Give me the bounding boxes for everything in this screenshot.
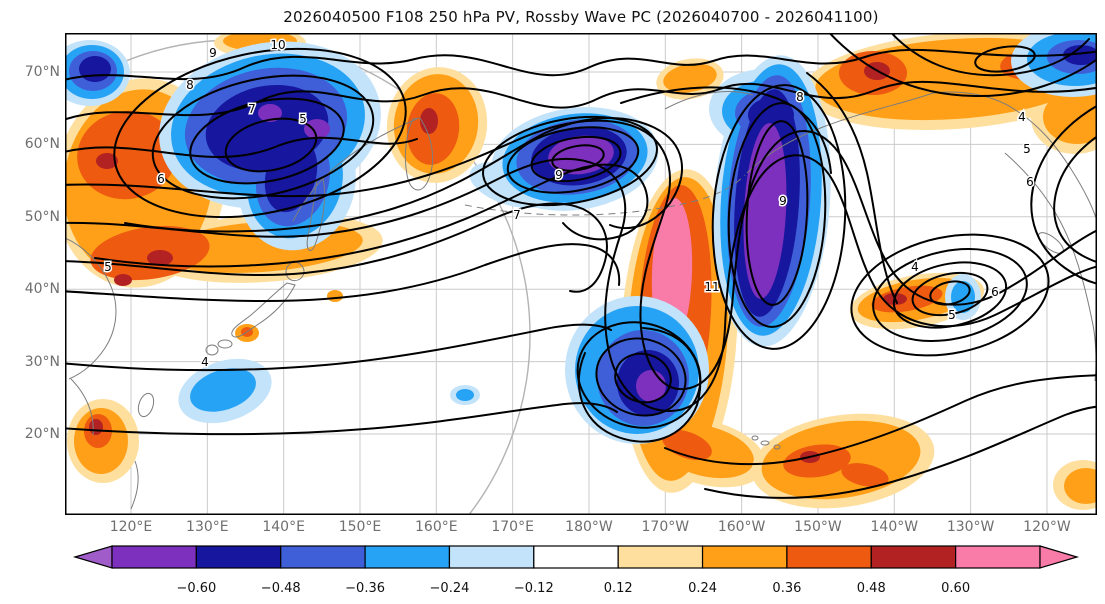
map-plot-area: 10 9 8 7 5 6 5 4 9 7 8 9 11 4 5 6 4 5 6 70°N 60°N 50°N 40°N 30… [25, 33, 1097, 515]
contour-label: 4 [1018, 110, 1026, 124]
x-tick-label: 160°E [415, 519, 458, 535]
contour-lines [65, 33, 1097, 500]
plot-frame [65, 33, 1097, 515]
colorbar-tick-label: 0.36 [772, 581, 801, 596]
colorbar-cap [72, 545, 113, 569]
colorbar-segment [701, 545, 788, 569]
colorbar-segment [786, 545, 872, 569]
map-canvas: 10 9 8 7 5 6 5 4 9 7 8 9 11 4 5 6 4 5 6 [65, 33, 1097, 515]
contour-label: 4 [911, 260, 919, 274]
y-tick-label: 50°N [24, 208, 60, 225]
x-tick-label: 180°W [565, 519, 613, 535]
colorbar: −0.60 −0.48 −0.36 −0.24 −0.12 0.12 0.24 0.36 0.4… [72, 545, 1080, 596]
contour-label: 11 [704, 280, 719, 294]
contour-label: 7 [248, 102, 256, 116]
x-tick-label: 130°E [186, 519, 229, 535]
colorbar-tick-label: 0.12 [604, 581, 633, 596]
contour-label: 5 [299, 112, 307, 126]
x-tick-label: 140°E [262, 519, 305, 535]
colorbar-segment [280, 545, 366, 569]
x-tick-label: 160°W [717, 519, 766, 535]
y-tick-label: 60°N [24, 136, 60, 153]
colorbar-segment [955, 545, 1041, 569]
contour-label: 10 [270, 38, 285, 52]
figure-title: 2026040500 F108 250 hPa PV, Rossby Wave … [283, 8, 879, 26]
colorbar-tick-label: −0.48 [261, 581, 301, 596]
contour-label: 6 [991, 285, 999, 299]
contour-label: 7 [513, 208, 521, 222]
y-tick-label: 30°N [24, 353, 60, 370]
colorbar-segment [195, 545, 282, 569]
colorbar-segment [870, 545, 957, 569]
x-tick-label: 150°W [794, 519, 842, 535]
x-tick-label: 120°E [109, 519, 153, 535]
y-tick-label: 20°N [24, 426, 60, 442]
contour-label: 5 [104, 260, 112, 274]
contour-label: 5 [1023, 142, 1031, 156]
colorbar-tick-label: −0.60 [176, 581, 216, 596]
contour-label: 9 [779, 194, 787, 208]
x-tick-label: 170°E [491, 519, 534, 535]
x-tick-label: 130°W [946, 519, 995, 535]
colorbar-tick-label: 0.48 [857, 581, 886, 596]
colorbar-tick-label: 0.60 [941, 581, 970, 596]
contour-label: 4 [201, 355, 209, 369]
colorbar-tick-label: −0.36 [345, 581, 385, 596]
colorbar-tick-label: −0.12 [514, 581, 554, 596]
contour-label: 5 [948, 308, 956, 322]
contour-label: 8 [186, 78, 194, 92]
filled-contours [65, 33, 1097, 510]
colorbar-segment [617, 545, 704, 569]
contour-label: 6 [1026, 175, 1034, 189]
colorbar-tick-label: 0.24 [688, 581, 717, 596]
contour-label: 6 [157, 172, 165, 186]
coastlines [65, 90, 1097, 510]
contour-labels: 10 9 8 7 5 6 5 4 9 7 8 9 11 4 5 6 4 5 6 [103, 37, 1036, 371]
x-tick-label: 120°W [1023, 519, 1071, 535]
colorbar-cap [1039, 545, 1080, 569]
colorbar-segment [533, 545, 619, 569]
x-tick-label: 140°W [870, 519, 919, 535]
contour-label: 8 [796, 90, 804, 104]
colorbar-segment [111, 545, 197, 569]
x-tick-label: 150°E [338, 519, 382, 535]
x-tick-label: 170°W [641, 519, 690, 535]
colorbar-segment [448, 545, 535, 569]
contour-label: 9 [209, 46, 217, 60]
y-tick-label: 40°N [24, 281, 60, 298]
colorbar-tick-label: −0.24 [430, 581, 470, 596]
colorbar-segment [364, 545, 451, 569]
y-tick-label: 70°N [24, 64, 60, 80]
contour-label: 9 [555, 168, 563, 182]
